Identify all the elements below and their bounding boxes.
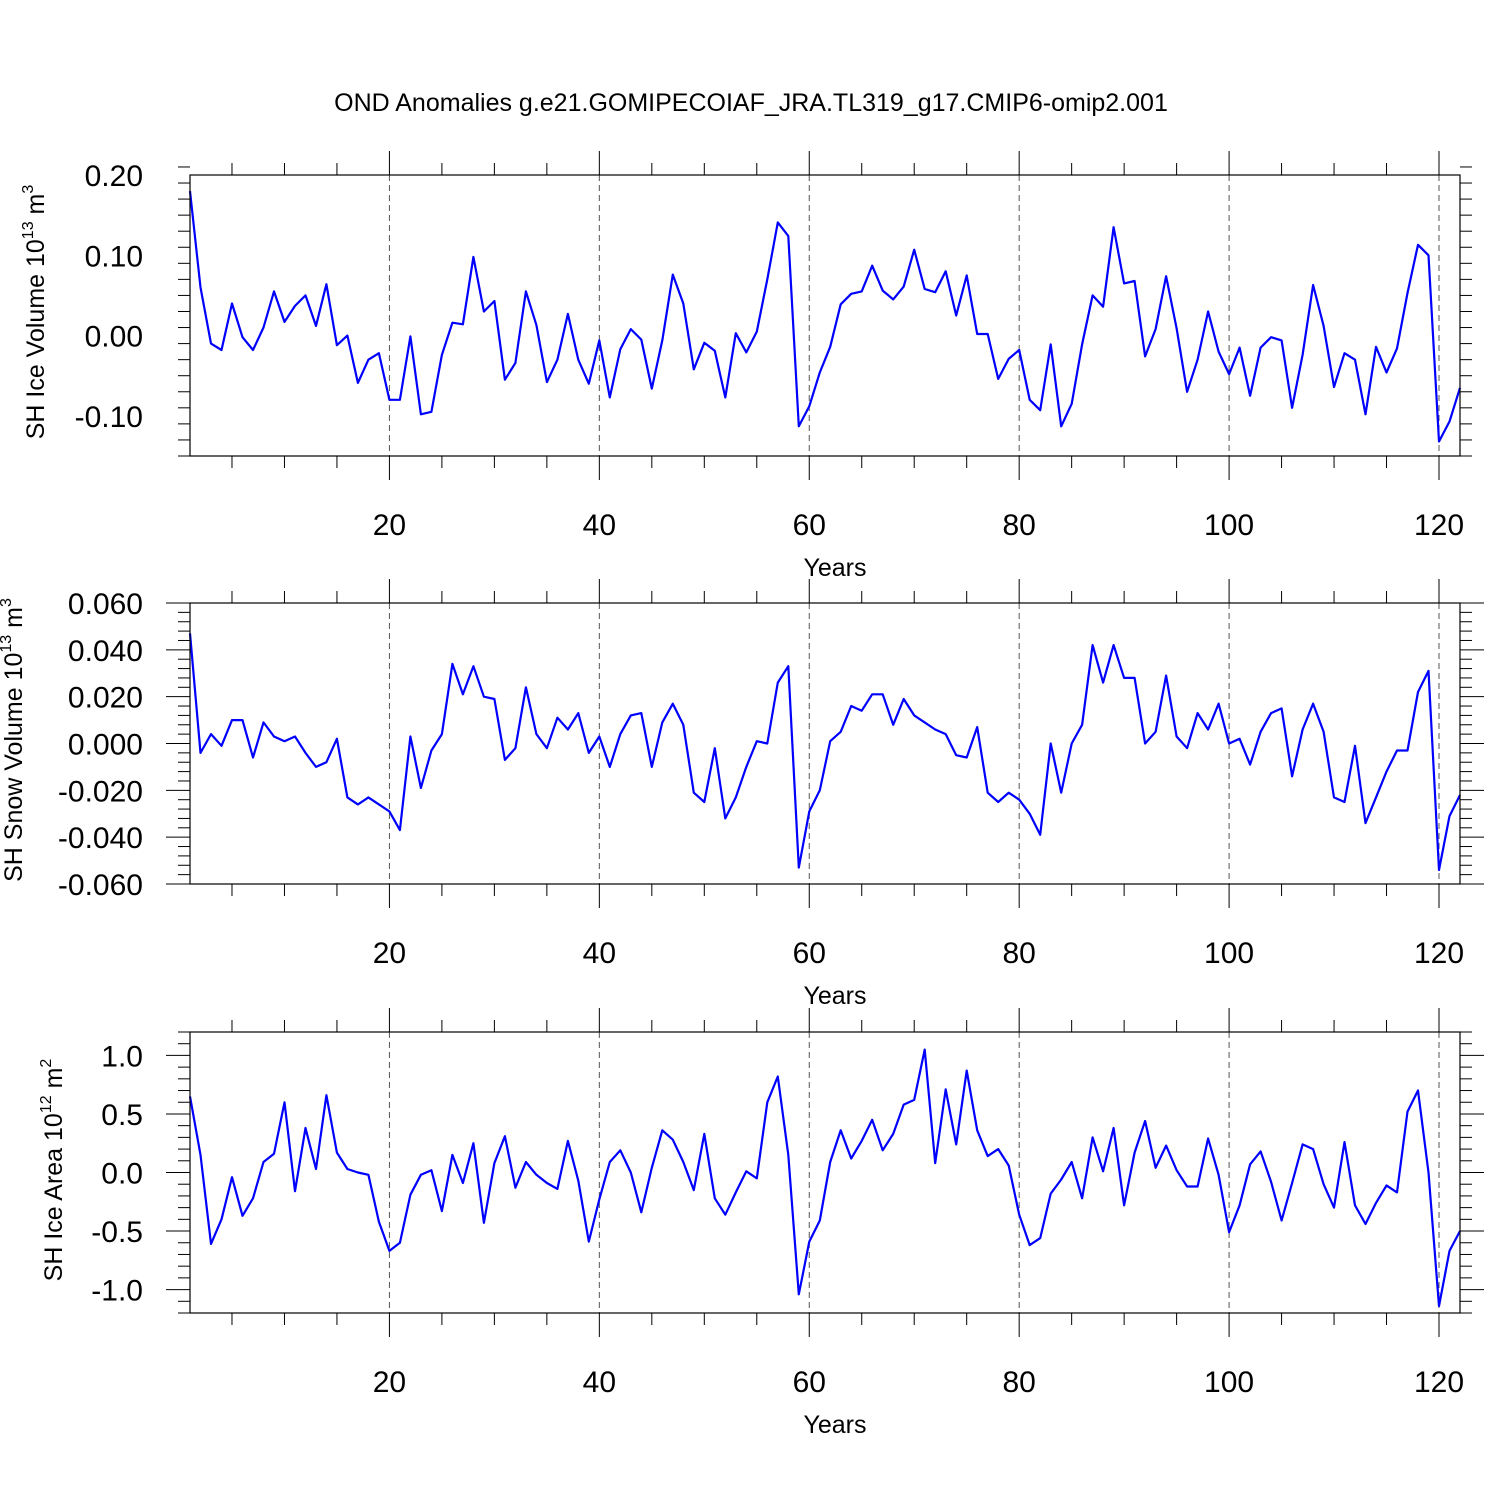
y-axis-label-unit: m xyxy=(0,607,28,635)
y-axis-label: SH Ice Volume 1013 m3 xyxy=(20,185,50,440)
x-tick-label: 100 xyxy=(1204,937,1254,970)
data-series-line xyxy=(188,633,1461,872)
plot-frame xyxy=(189,174,1461,457)
x-axis-label: Years xyxy=(803,1411,866,1439)
y-tick-label: -0.5 xyxy=(91,1216,143,1249)
x-tick-label: 60 xyxy=(793,1366,826,1399)
y-tick-label: 0.040 xyxy=(68,635,143,668)
x-axis-label: Years xyxy=(803,554,866,582)
y-axis-label-unit-exponent: 3 xyxy=(20,185,37,194)
y-tick-label: 0.10 xyxy=(85,240,143,273)
x-tick-label: 120 xyxy=(1414,1366,1464,1399)
plot-frame xyxy=(189,1031,1461,1314)
y-tick-label: -0.020 xyxy=(58,775,143,808)
y-axis-label-exponent: 12 xyxy=(38,1095,55,1113)
x-tick-label: 20 xyxy=(373,509,406,542)
x-tick-label: 120 xyxy=(1414,937,1464,970)
y-axis-label-exponent: 13 xyxy=(20,221,37,239)
x-tick-label: 100 xyxy=(1204,509,1254,542)
y-tick-label: 0.00 xyxy=(85,321,143,354)
y-axis-label-unit: m xyxy=(40,1068,68,1096)
x-tick-label: 20 xyxy=(373,1366,406,1399)
figure-title: OND Anomalies g.e21.GOMIPECOIAF_JRA.TL31… xyxy=(334,89,1168,117)
x-tick-label: 80 xyxy=(1002,509,1035,542)
x-tick-label: 120 xyxy=(1414,509,1464,542)
y-tick-label: 0.20 xyxy=(85,160,143,193)
y-tick-label: -1.0 xyxy=(91,1275,143,1308)
x-axis-label: Years xyxy=(803,982,866,1010)
chart-panel-2: 20 40 60 80 100 120 0.060 0.040 0.020 0.000 -0.020… xyxy=(0,579,1484,1010)
y-tick-label: 0.000 xyxy=(68,729,143,762)
x-tick-label: 40 xyxy=(583,509,616,542)
y-tick-label: -0.040 xyxy=(58,822,143,855)
x-tick-label: 60 xyxy=(793,937,826,970)
y-axis-label-unit-exponent: 2 xyxy=(38,1059,55,1068)
x-tick-label: 80 xyxy=(1002,1366,1035,1399)
chart-panel-3: 20 40 60 80 100 120 1.0 0.5 0.0 -0.5 -1.0 Years SH I… xyxy=(38,1008,1484,1439)
y-tick-label: 0.060 xyxy=(68,588,143,621)
y-tick-label: 0.0 xyxy=(101,1158,143,1191)
y-tick-label: 0.020 xyxy=(68,682,143,715)
y-tick-label: 1.0 xyxy=(101,1040,143,1073)
x-tick-label: 80 xyxy=(1002,937,1035,970)
y-axis-label-text: SH Ice Volume 10 xyxy=(22,239,50,439)
x-tick-label: 100 xyxy=(1204,1366,1254,1399)
y-axis-label-exponent: 13 xyxy=(0,635,15,653)
plot-frame xyxy=(189,602,1461,885)
x-tick-label: 40 xyxy=(583,937,616,970)
x-tick-label: 20 xyxy=(373,937,406,970)
x-tick-label: 40 xyxy=(583,1366,616,1399)
y-tick-label: 0.5 xyxy=(101,1099,143,1132)
x-tick-label: 60 xyxy=(793,509,826,542)
y-axis-label-unit: m xyxy=(22,194,50,222)
y-tick-label: -0.060 xyxy=(58,869,143,902)
y-axis-label: SH Ice Area 1012 m2 xyxy=(38,1059,68,1282)
data-series-line xyxy=(188,190,1462,443)
chart-panel-1: 20 40 60 80 100 120 0.20 0.10 0.00 -0.10 Years SH I… xyxy=(20,151,1472,582)
y-axis-label-unit-exponent: 3 xyxy=(0,598,15,607)
y-tick-label: -0.10 xyxy=(75,401,143,434)
y-axis-label-text: SH Snow Volume 10 xyxy=(0,653,28,882)
data-series-line xyxy=(188,1048,1461,1308)
y-axis-label-text: SH Ice Area 10 xyxy=(40,1113,68,1281)
y-axis-label: SH Snow Volume 1013 m3 xyxy=(0,598,28,882)
